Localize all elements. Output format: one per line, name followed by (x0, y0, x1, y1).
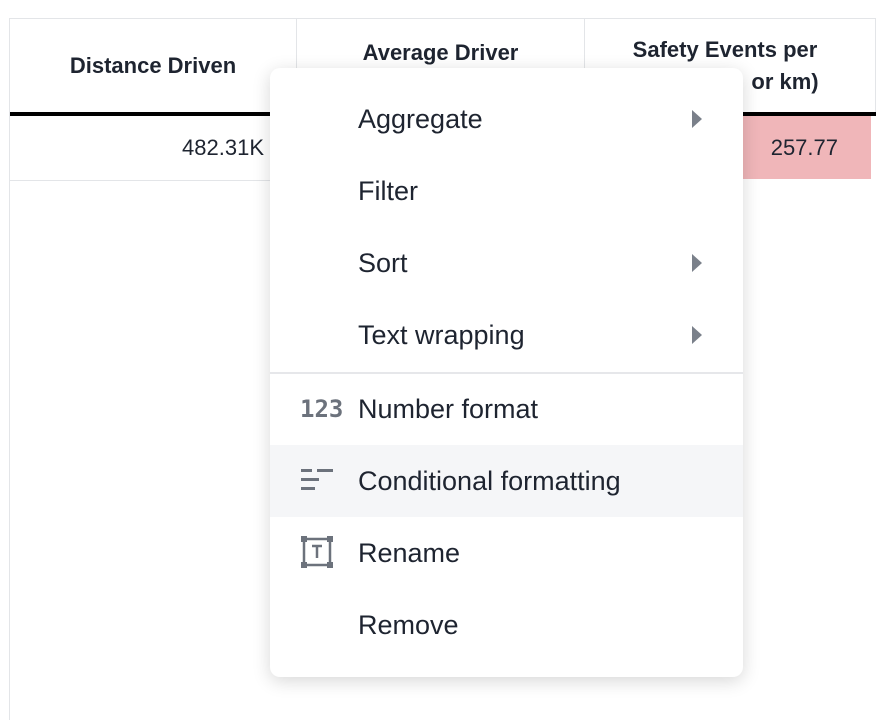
header-text: or km) (751, 69, 819, 94)
column-header[interactable]: Average Driver (297, 18, 585, 113)
menu-icon (301, 469, 333, 490)
menu-item-label: Filter (358, 175, 418, 206)
header-text: Average Driver (362, 40, 519, 65)
menu-item[interactable]: Sort (270, 227, 743, 299)
menu-item[interactable]: Rename (270, 517, 743, 589)
menu-item-label: Text wrapping (358, 319, 525, 350)
table-left-border (9, 18, 10, 720)
menu-item[interactable]: Conditional formatting (270, 445, 743, 517)
column-header[interactable]: Distance Driven (10, 18, 297, 113)
menu-icon (301, 536, 333, 568)
menu-item[interactable]: Filter (270, 155, 743, 227)
menu-item-label: Aggregate (358, 103, 483, 134)
menu-item-label: Remove (358, 609, 459, 640)
menu-item[interactable]: Text wrapping (270, 299, 743, 371)
menu-item-label: Rename (358, 537, 461, 568)
menu-item[interactable]: Number format 123 (270, 373, 743, 445)
menu-item[interactable]: Remove (270, 589, 743, 661)
menu-item-label: Number format (358, 393, 539, 424)
menu-item-label: Sort (358, 247, 408, 278)
submenu-arrow (692, 326, 702, 344)
menu-icon: 123 (300, 395, 344, 423)
menu-separator (270, 372, 743, 374)
cell-text: 482.31K (182, 135, 264, 160)
header-text: Distance Driven (69, 53, 237, 78)
submenu-arrow (692, 254, 702, 272)
submenu-arrow (692, 110, 702, 128)
menu-item[interactable]: Aggregate (270, 83, 743, 155)
header-text: Safety Events per (632, 37, 818, 62)
context-menu: Aggregate Filter Sort Text wrapping Number f… (270, 68, 743, 677)
table-cell: 482.31K (10, 116, 297, 181)
cell-text: 257.77 (770, 134, 838, 160)
menu-item-label: Conditional formatting (358, 465, 621, 496)
